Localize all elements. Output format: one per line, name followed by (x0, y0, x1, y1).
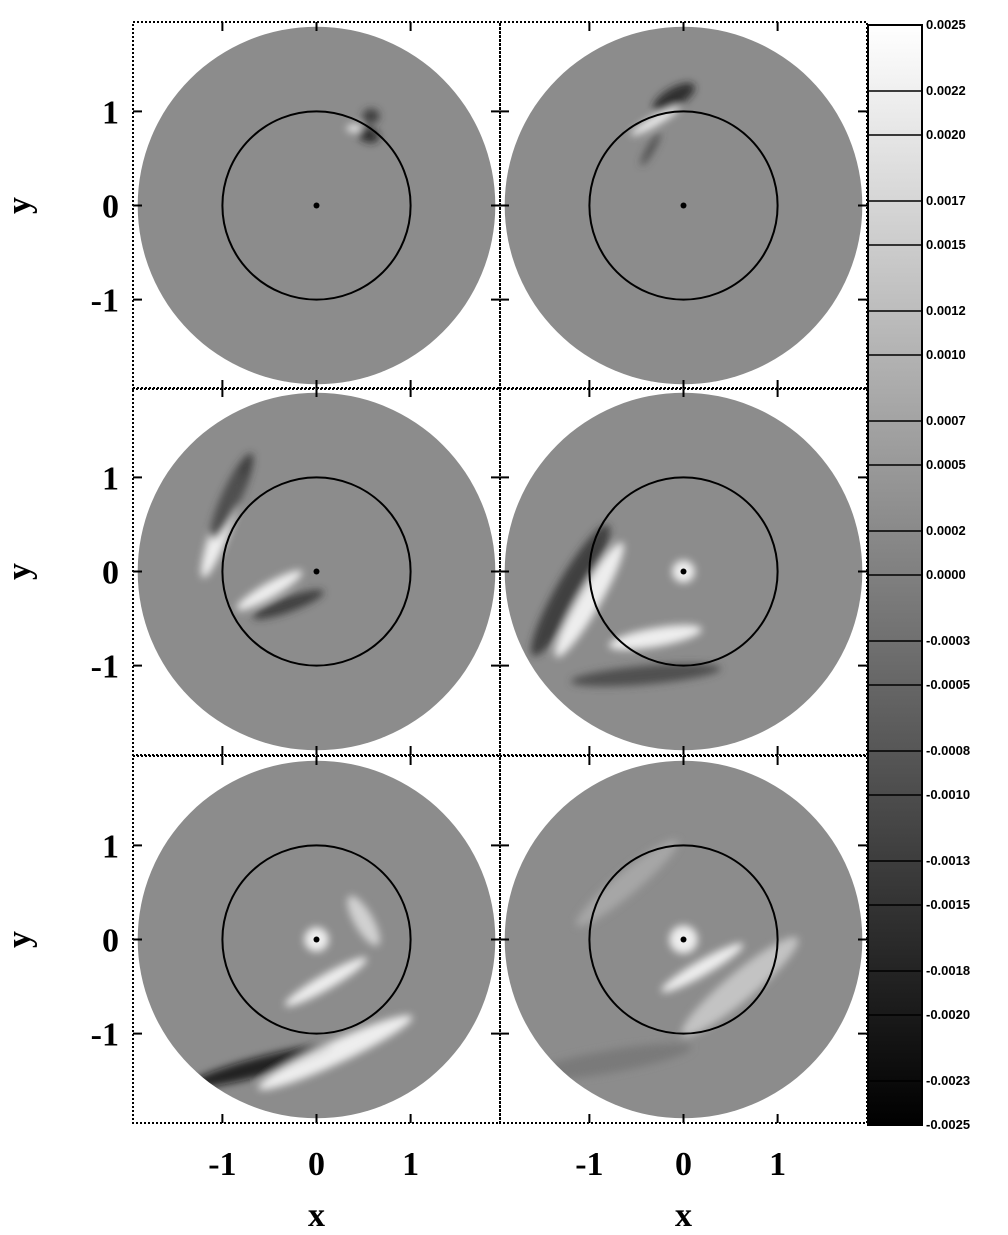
x-tick-label: 0 (308, 1146, 325, 1183)
feature (347, 895, 380, 946)
colorbar-tick-label: -0.0023 (926, 1073, 970, 1088)
feature (187, 1045, 333, 1089)
center-dot (680, 936, 687, 943)
colorbar-tick-label: -0.0018 (926, 963, 970, 978)
unit-circle (221, 476, 412, 667)
center-dot (680, 568, 687, 575)
feature (210, 453, 254, 540)
colorbar-tick-label: -0.0003 (926, 633, 970, 648)
colorbar-tick-label: 0.0005 (926, 457, 966, 472)
center-dot (313, 936, 320, 943)
feature (362, 108, 380, 124)
feature (524, 1043, 692, 1081)
colorbar-tick-label: 0.0022 (926, 83, 966, 98)
features (524, 839, 799, 1081)
colorbar-tick-label: -0.0020 (926, 1007, 970, 1022)
features (187, 895, 413, 1090)
colorbar-tick-label: -0.0013 (926, 853, 970, 868)
colorbar-tick-label: 0.0010 (926, 347, 966, 362)
colorbar-tick-label: 0.0020 (926, 127, 966, 142)
feature (576, 839, 679, 927)
colorbar-tick-label: -0.0008 (926, 743, 970, 758)
feature (570, 663, 721, 687)
y-tick-label: 1 (102, 94, 119, 131)
x-tick-label: -1 (575, 1146, 603, 1183)
y-tick-label: -1 (91, 283, 119, 320)
y-axis-label: y (1, 563, 38, 580)
panel (499, 21, 868, 390)
y-axis-label: y (1, 931, 38, 948)
x-tick-label: 1 (402, 1146, 419, 1183)
y-axis-label: y (1, 197, 38, 214)
colorbar-tick-label: 0.0012 (926, 303, 966, 318)
x-tick-label: -1 (208, 1146, 236, 1183)
y-tick-label: 0 (102, 189, 119, 226)
y-tick-label: 1 (102, 460, 119, 497)
features (201, 453, 324, 620)
panel (132, 21, 501, 390)
unit-circle (221, 110, 412, 301)
colorbar-tick-label: 0.0002 (926, 523, 966, 538)
x-tick-label: 1 (769, 1146, 786, 1183)
colorbar-tick-label: -0.0010 (926, 787, 970, 802)
feature (653, 82, 695, 112)
y-tick-label: 0 (102, 555, 119, 592)
feature (681, 936, 799, 1037)
feature (258, 1015, 413, 1090)
x-tick-label: 0 (675, 1146, 692, 1183)
feature (608, 625, 702, 650)
colorbar-tick-label: -0.0005 (926, 677, 970, 692)
unit-circle (588, 476, 779, 667)
y-tick-label: 1 (102, 828, 119, 865)
feature (346, 124, 362, 133)
colorbar-tick-label: 0.0015 (926, 237, 966, 252)
panel (499, 387, 868, 756)
x-axis-label: x (308, 1197, 325, 1234)
feature (555, 542, 624, 658)
colorbar-tick-label: 0.0025 (926, 17, 966, 32)
feature (284, 957, 367, 1007)
feature (661, 943, 744, 993)
unit-circle (588, 844, 779, 1035)
center-dot (313, 568, 320, 575)
feature (252, 589, 324, 620)
center-dot (313, 202, 320, 209)
y-tick-label: -1 (91, 649, 119, 686)
colorbar-tick-label: -0.0025 (926, 1117, 970, 1132)
colorbar-tick-label: -0.0015 (926, 897, 970, 912)
panel (499, 755, 868, 1124)
colorbar-tick-label: 0.0017 (926, 193, 966, 208)
y-tick-label: -1 (91, 1017, 119, 1054)
x-axis-label: x (675, 1197, 692, 1234)
center-dot (680, 202, 687, 209)
y-tick-label: 0 (102, 923, 119, 960)
unit-circle (588, 110, 779, 301)
colorbar-tick-label: 0.0000 (926, 567, 966, 582)
unit-circle (221, 844, 412, 1035)
colorbar-tick-label: 0.0007 (926, 413, 966, 428)
feature (236, 570, 303, 611)
feature (640, 132, 661, 166)
panel (132, 387, 501, 756)
panel (132, 755, 501, 1124)
